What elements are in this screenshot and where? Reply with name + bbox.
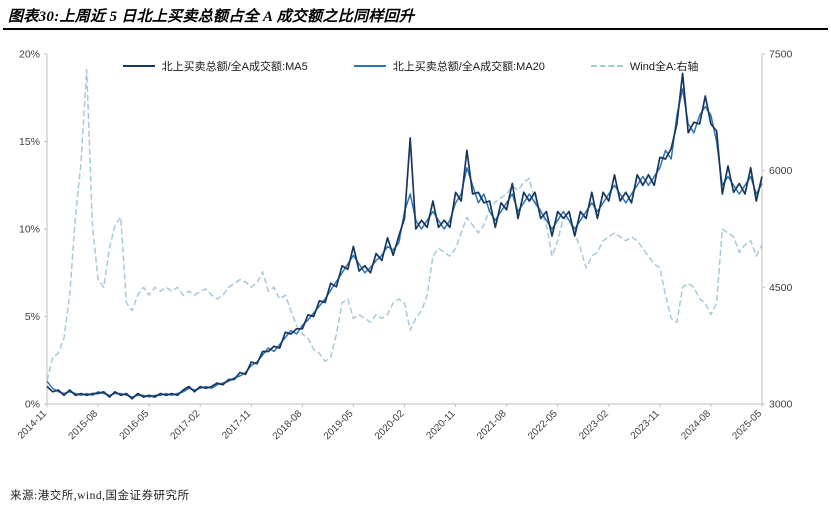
x-axis-tick-label: 2021-08 <box>475 408 509 442</box>
right-axis-tick-label: 7500 <box>769 49 793 61</box>
x-axis-tick-label: 2016-05 <box>118 408 152 442</box>
x-axis-tick-label: 2020-11 <box>424 408 458 442</box>
x-axis-tick-label: 2022-05 <box>526 408 560 442</box>
title-underline <box>3 28 828 30</box>
x-axis-tick-label: 2017-02 <box>169 408 203 442</box>
x-axis-tick-label: 2015-08 <box>66 408 100 442</box>
x-axis-tick-label: 2023-02 <box>577 408 611 442</box>
source-note: 来源:港交所,wind,国金证券研究所 <box>10 490 190 502</box>
wind-index-line <box>46 68 763 381</box>
chart-area: 0% 5% 10% 15% 20% 3000 4500 6000 7500 2014-11 2015… <box>0 32 831 490</box>
right-axis-tick-label: 4500 <box>769 282 793 294</box>
line-chart: 0% 5% 10% 15% 20% 3000 4500 6000 7500 2014-11 2015… <box>16 49 793 443</box>
x-axis-tick-label: 2018-08 <box>271 408 305 442</box>
left-axis-tick-label: 0% <box>25 399 40 411</box>
x-axis-tick-label: 2017-11 <box>220 408 254 442</box>
ma20-line <box>46 88 763 398</box>
right-axis-tick-label: 6000 <box>769 165 793 177</box>
ma5-line <box>46 72 763 400</box>
x-axis-tick-label: 2019-05 <box>322 408 356 442</box>
left-axis-tick-label: 15% <box>19 136 40 148</box>
x-axis-tick-label: 2023-11 <box>629 408 663 442</box>
left-axis-tick-label: 10% <box>19 224 40 236</box>
x-axis-tick-label: 2024-08 <box>679 408 713 442</box>
page-title: 图表30:上周近 5 日北上买卖总额占全 A 成交额之比同样回升 <box>8 9 415 25</box>
left-axis-tick-label: 5% <box>25 311 40 323</box>
right-axis-tick-label: 3000 <box>769 399 793 411</box>
x-axis-tick-label: 2020-02 <box>373 408 407 442</box>
x-axis-tick-label: 2014-11 <box>16 408 50 442</box>
x-axis-tick-label: 2025-05 <box>730 408 764 442</box>
left-axis-tick-label: 20% <box>19 49 40 61</box>
